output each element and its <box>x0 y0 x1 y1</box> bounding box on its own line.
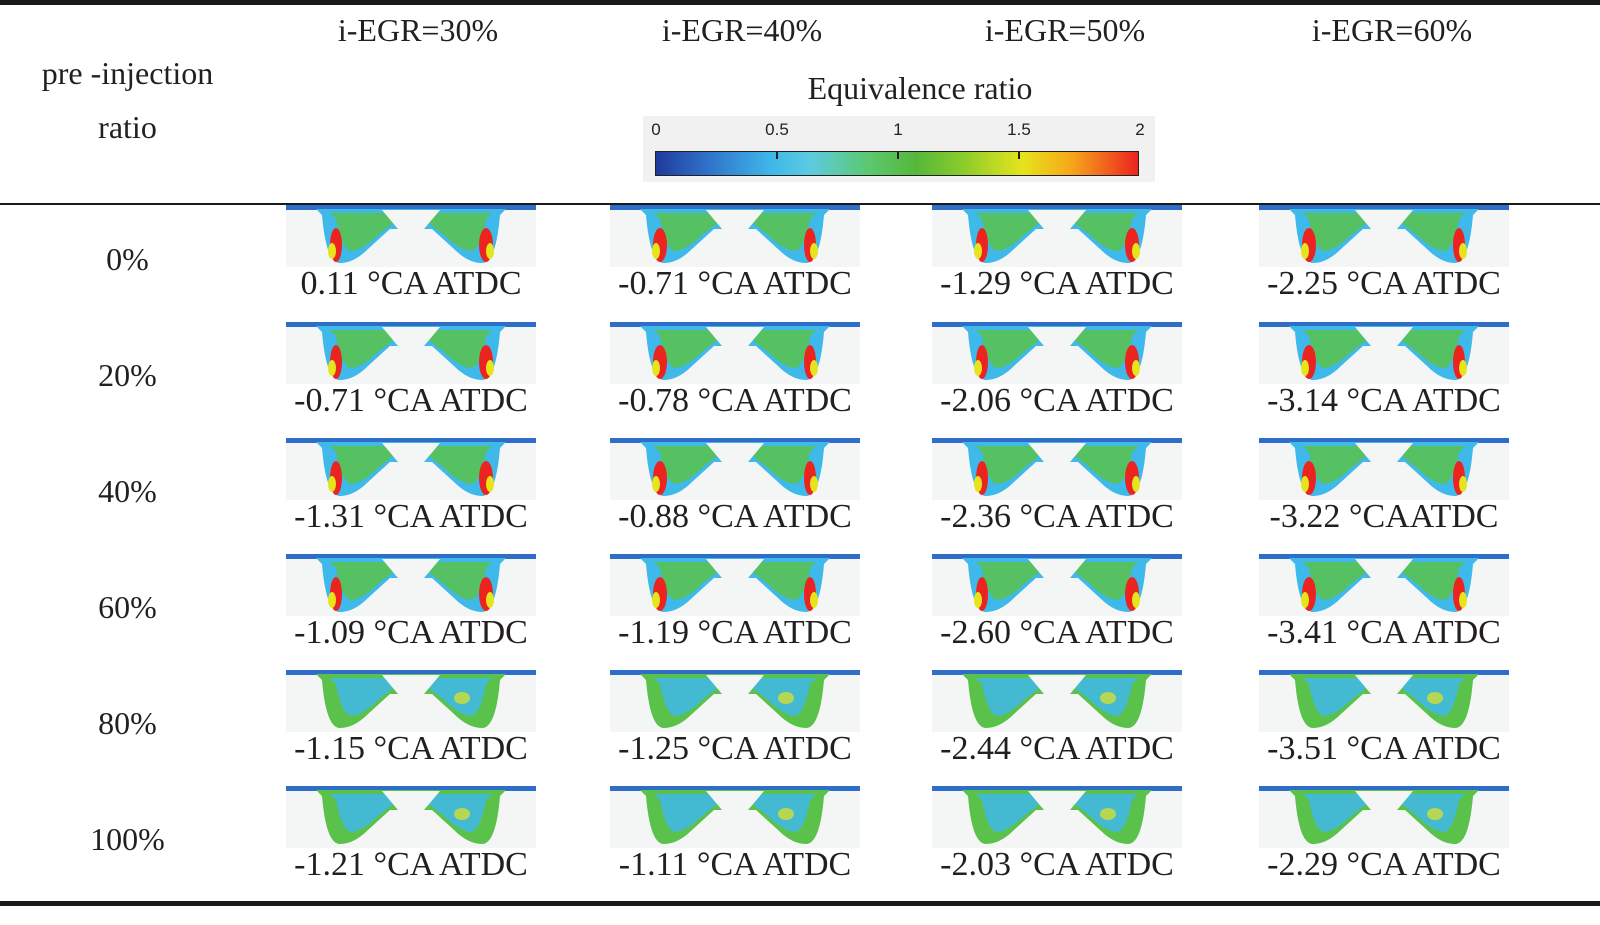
contour-cell: -1.15 °CA ATDC <box>286 670 606 780</box>
table-header-rule <box>0 203 1600 205</box>
column-header-egr60: i-EGR=60% <box>1311 12 1473 48</box>
contour-cell: -1.25 °CA ATDC <box>610 670 930 780</box>
colorbar-tick-mark <box>897 151 899 159</box>
contour-cell: -2.03 °CA ATDC <box>932 786 1252 896</box>
crank-angle-caption: -1.25 °CA ATDC <box>618 730 852 767</box>
column-header-egr50: i-EGR=50% <box>984 12 1146 48</box>
crank-angle-caption: -2.06 °CA ATDC <box>940 382 1174 419</box>
contour-cell: -1.29 °CA ATDC <box>932 205 1252 315</box>
contour-cell: -1.09 °CA ATDC <box>286 554 606 664</box>
column-header-egr40: i-EGR=40% <box>661 12 823 48</box>
contour-cell: 0.11 °CA ATDC <box>286 205 606 315</box>
equivalence-ratio-contour-image <box>932 786 1182 848</box>
crank-angle-caption: -1.31 °CA ATDC <box>294 498 528 535</box>
equivalence-ratio-contour-image <box>932 670 1182 732</box>
crank-angle-caption: -2.25 °CA ATDC <box>1267 265 1501 302</box>
row-header-line1: pre -injection <box>41 55 214 91</box>
crank-angle-caption: -2.03 °CA ATDC <box>940 846 1174 883</box>
equivalence-ratio-contour-image <box>1259 205 1509 267</box>
contour-cell: -3.22 °CAATDC <box>1259 438 1579 548</box>
crank-angle-caption: -1.15 °CA ATDC <box>294 730 528 767</box>
crank-angle-caption: -1.21 °CA ATDC <box>294 846 528 883</box>
crank-angle-caption: -2.29 °CA ATDC <box>1267 846 1501 883</box>
contour-cell: -2.36 °CA ATDC <box>932 438 1252 548</box>
crank-angle-caption: -3.41 °CA ATDC <box>1267 614 1501 651</box>
equivalence-ratio-contour-image <box>610 322 860 384</box>
contour-cell: -0.78 °CA ATDC <box>610 322 930 432</box>
equivalence-ratio-contour-image <box>1259 322 1509 384</box>
row-label-60: 60% <box>98 589 157 625</box>
crank-angle-caption: -1.11 °CA ATDC <box>618 846 852 883</box>
table-top-rule <box>0 0 1600 5</box>
contour-cell: -2.06 °CA ATDC <box>932 322 1252 432</box>
colorbar-tick-mark <box>776 151 778 159</box>
crank-angle-caption: -0.78 °CA ATDC <box>618 382 852 419</box>
crank-angle-caption: -2.60 °CA ATDC <box>940 614 1174 651</box>
table-bottom-rule <box>0 901 1600 906</box>
crank-angle-caption: -3.22 °CAATDC <box>1269 498 1499 535</box>
crank-angle-caption: -1.19 °CA ATDC <box>618 614 852 651</box>
equivalence-ratio-contour-image <box>932 322 1182 384</box>
contour-cell: -2.60 °CA ATDC <box>932 554 1252 664</box>
row-label-100: 100% <box>90 821 165 857</box>
equivalence-ratio-contour-image <box>932 438 1182 500</box>
contour-cell: -3.51 °CA ATDC <box>1259 670 1579 780</box>
equivalence-ratio-contour-image <box>1259 670 1509 732</box>
contour-cell: -3.14 °CA ATDC <box>1259 322 1579 432</box>
equivalence-ratio-contour-image <box>610 786 860 848</box>
contour-cell: -1.21 °CA ATDC <box>286 786 606 896</box>
colorbar-title: Equivalence ratio <box>807 70 1033 106</box>
contour-cell: -1.31 °CA ATDC <box>286 438 606 548</box>
contour-cell: -1.11 °CA ATDC <box>610 786 930 896</box>
crank-angle-caption: 0.11 °CA ATDC <box>300 265 522 302</box>
colorbar-tick-label: 0 <box>651 120 661 139</box>
crank-angle-caption: -2.36 °CA ATDC <box>940 498 1174 535</box>
colorbar-tick-label: 0.5 <box>765 120 789 139</box>
equivalence-ratio-contour-image <box>932 205 1182 267</box>
contour-cell: -0.71 °CA ATDC <box>286 322 606 432</box>
equivalence-ratio-contour-image <box>932 554 1182 616</box>
equivalence-ratio-contour-image <box>286 322 536 384</box>
row-label-80: 80% <box>98 705 157 741</box>
row-label-0: 0% <box>106 241 149 277</box>
equivalence-ratio-contour-image <box>286 554 536 616</box>
crank-angle-caption: -0.88 °CA ATDC <box>618 498 852 535</box>
equivalence-ratio-contour-image <box>610 438 860 500</box>
equivalence-ratio-contour-image <box>286 670 536 732</box>
equivalence-ratio-contour-image <box>286 438 536 500</box>
equivalence-ratio-contour-image <box>610 205 860 267</box>
crank-angle-caption: -1.09 °CA ATDC <box>294 614 528 651</box>
crank-angle-caption: -0.71 °CA ATDC <box>618 265 852 302</box>
crank-angle-caption: -0.71 °CA ATDC <box>294 382 528 419</box>
crank-angle-caption: -3.14 °CA ATDC <box>1267 382 1501 419</box>
column-header-egr30: i-EGR=30% <box>337 12 499 48</box>
contour-cell: -0.71 °CA ATDC <box>610 205 930 315</box>
equivalence-ratio-contour-image <box>610 670 860 732</box>
colorbar-tick-mark <box>1018 151 1020 159</box>
equivalence-ratio-contour-image <box>286 205 536 267</box>
row-label-20: 20% <box>98 357 157 393</box>
row-label-40: 40% <box>98 473 157 509</box>
contour-cell: -1.19 °CA ATDC <box>610 554 930 664</box>
equivalence-ratio-contour-image <box>1259 438 1509 500</box>
equivalence-ratio-contour-image <box>1259 554 1509 616</box>
crank-angle-caption: -3.51 °CA ATDC <box>1267 730 1501 767</box>
contour-cell: -3.41 °CA ATDC <box>1259 554 1579 664</box>
contour-cell: -0.88 °CA ATDC <box>610 438 930 548</box>
contour-cell: -2.25 °CA ATDC <box>1259 205 1579 315</box>
equivalence-ratio-contour-image <box>610 554 860 616</box>
colorbar-tick-label: 1 <box>893 120 903 139</box>
equivalence-ratio-contour-image <box>1259 786 1509 848</box>
crank-angle-caption: -1.29 °CA ATDC <box>940 265 1174 302</box>
row-header-title: pre -injection ratio <box>10 46 245 154</box>
row-header-line2: ratio <box>98 109 157 145</box>
colorbar-tick-label: 2 <box>1135 120 1145 139</box>
contour-cell: -2.44 °CA ATDC <box>932 670 1252 780</box>
contour-cell: -2.29 °CA ATDC <box>1259 786 1579 896</box>
crank-angle-caption: -2.44 °CA ATDC <box>940 730 1174 767</box>
colorbar-tick-label: 1.5 <box>1007 120 1031 139</box>
equivalence-ratio-contour-image <box>286 786 536 848</box>
